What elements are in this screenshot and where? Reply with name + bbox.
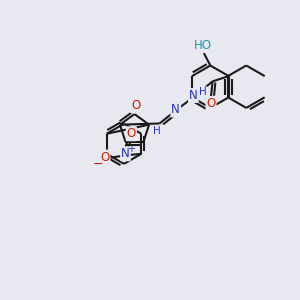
Text: H: H <box>199 87 207 97</box>
Text: O: O <box>100 151 110 164</box>
Text: O: O <box>127 127 136 140</box>
Text: −: − <box>92 158 103 171</box>
Text: O: O <box>206 97 216 110</box>
Text: O: O <box>131 99 140 112</box>
Text: N: N <box>189 89 198 102</box>
Text: N: N <box>121 147 130 160</box>
Text: N: N <box>171 103 180 116</box>
Text: HO: HO <box>194 39 211 52</box>
Text: H: H <box>153 126 161 136</box>
Text: +: + <box>128 144 135 154</box>
